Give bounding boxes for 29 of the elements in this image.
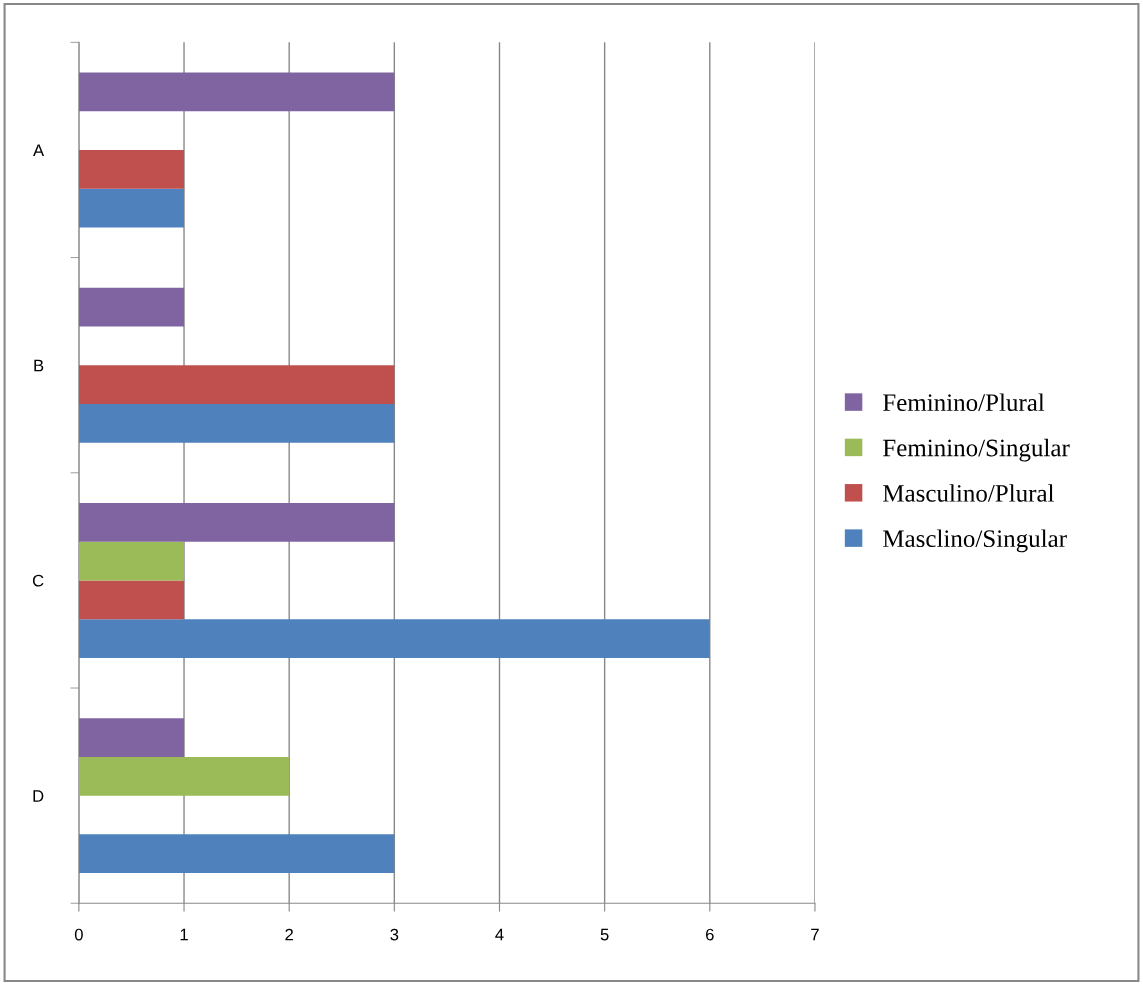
bar — [78, 72, 395, 112]
bar — [78, 403, 395, 443]
legend-label: Feminino/Singular — [883, 438, 1070, 462]
bar — [78, 834, 395, 874]
y-tick-label: D — [33, 790, 44, 802]
x-tick-label: 6 — [706, 928, 714, 941]
bar — [78, 718, 185, 757]
x-tick-label: 2 — [285, 928, 293, 941]
bar — [78, 365, 395, 404]
bar — [78, 188, 185, 228]
bar — [78, 149, 185, 189]
x-tick-label: 3 — [390, 928, 399, 941]
bar — [78, 756, 290, 796]
legend-label: Masclino/Singular — [883, 529, 1067, 553]
x-tick-label: 0 — [74, 928, 83, 941]
bar — [78, 502, 395, 542]
bar — [78, 287, 185, 327]
bar — [78, 541, 185, 581]
y-tick-label: C — [32, 574, 44, 587]
x-tick-label: 5 — [600, 928, 609, 941]
bar — [78, 619, 710, 658]
legend-label: Feminino/Plural — [883, 393, 1045, 412]
x-tick-label: 7 — [811, 928, 819, 941]
bar — [78, 580, 185, 620]
x-tick-label: 1 — [180, 928, 188, 941]
y-tick-label: B — [34, 359, 44, 372]
x-tick-label: 4 — [495, 928, 504, 941]
y-tick-label: A — [33, 144, 45, 157]
legend-label: Masculino/Plural — [883, 484, 1055, 502]
